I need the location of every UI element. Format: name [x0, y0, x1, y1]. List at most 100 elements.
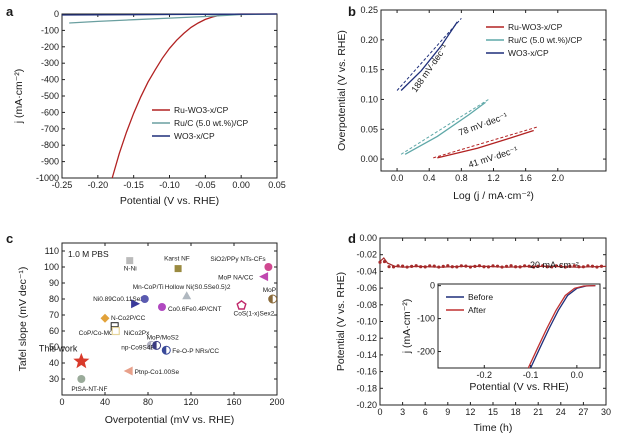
y-tick-label: 40 — [49, 358, 59, 368]
stability-point — [563, 265, 567, 269]
y-tick-label: -300 — [41, 58, 59, 68]
x-tick-label: -0.15 — [123, 180, 144, 190]
y-tick-label: -0.10 — [356, 317, 377, 327]
y-tick-label: 60 — [49, 326, 59, 336]
stability-point — [590, 264, 595, 268]
stability-point — [568, 264, 572, 268]
stability-point — [504, 264, 509, 268]
y-tick-label: 70 — [49, 310, 59, 320]
x-tick-label: 1.2 — [487, 173, 500, 183]
stability-point — [500, 265, 504, 269]
legend-entry: Ru/C (5.0 wt.%)/CP — [508, 35, 582, 45]
data-point — [126, 257, 134, 265]
stability-point — [514, 265, 518, 269]
x-tick-label: 200 — [269, 397, 284, 407]
data-point — [264, 263, 273, 271]
stability-point — [446, 264, 450, 268]
electrolyte-note: 1.0 M PBS — [68, 249, 109, 259]
x-tick-label: 27 — [578, 407, 588, 417]
stability-point — [554, 264, 558, 268]
stability-point — [378, 260, 382, 264]
panel-a-frame — [61, 13, 278, 179]
catalyst-label: Hollow Ni(S0.5Se0.5)2 — [165, 284, 231, 291]
x-tick-label: 30 — [601, 407, 611, 417]
highlight-label: This work — [39, 343, 78, 353]
x-tick-label: 0.0 — [391, 173, 404, 183]
y-tick-label: -800 — [41, 140, 59, 150]
stability-point — [586, 264, 590, 268]
inset-y-tick-label: 0 — [430, 281, 435, 291]
legend-entry: Ru/C (5.0 wt.%)/CP — [174, 118, 248, 128]
y-axis-label: j (mA·cm⁻²) — [13, 69, 25, 125]
stability-point — [577, 265, 581, 269]
panel-label-b: b — [348, 4, 356, 19]
legend-entry: Ru-WO3-x/CP — [508, 22, 563, 32]
y-tick-label: -200 — [41, 42, 59, 52]
x-axis-label: Potential (V vs. RHE) — [120, 195, 219, 207]
x-tick-label: 3 — [400, 407, 405, 417]
x-tick-label: 0.8 — [455, 173, 468, 183]
y-tick-label: -0.18 — [356, 383, 377, 393]
catalyst-label: PtSA-NT-NF — [71, 386, 107, 393]
catalyst-label: N-Ni — [124, 266, 137, 273]
catalyst-label: Mn-CoP/Ti — [133, 284, 164, 291]
series-line-2 — [400, 21, 458, 91]
stability-point — [455, 265, 459, 269]
panel-c-frame — [61, 242, 278, 396]
stability-point — [450, 265, 454, 269]
y-tick-label: 0.10 — [360, 94, 378, 104]
data-point — [147, 341, 152, 350]
inset-y-tick-label: -100 — [417, 314, 435, 324]
stability-point — [532, 265, 536, 269]
stability-point — [391, 265, 396, 269]
stability-point — [473, 264, 477, 268]
data-point — [162, 346, 167, 355]
x-tick-label: 9 — [445, 407, 450, 417]
stability-point — [486, 265, 491, 269]
y-tick-label: 30 — [49, 374, 59, 384]
stability-point — [468, 265, 472, 269]
stability-point — [432, 264, 436, 268]
y-tick-label: -0.06 — [356, 283, 377, 293]
inset-frame — [437, 283, 601, 369]
y-tick-label: 0.00 — [360, 154, 378, 164]
y-axis-label: Potential (V vs. RHE) — [335, 272, 347, 371]
data-point — [73, 352, 90, 369]
stability-point — [459, 264, 463, 268]
inset-x-tick-label: -0.2 — [477, 370, 493, 380]
data-point — [140, 295, 149, 303]
y-tick-label: -0.16 — [356, 367, 377, 377]
stability-point — [441, 264, 445, 268]
stability-point — [437, 265, 441, 269]
stability-point — [419, 265, 423, 269]
stability-point — [414, 264, 418, 268]
x-axis-label: Time (h) — [474, 422, 513, 434]
inset-x-tick-label: -0.1 — [523, 370, 539, 380]
inset-line-1 — [527, 284, 596, 369]
data-point — [236, 300, 247, 310]
legend-entry: WO3-x/CP — [508, 48, 549, 58]
catalyst-label: np-Co9S4P4 — [121, 344, 159, 351]
y-tick-label: -100 — [41, 25, 59, 35]
inset-y-axis-label: j (mA·cm⁻²) — [401, 299, 413, 355]
stability-point — [396, 264, 400, 268]
data-point — [131, 299, 141, 309]
stability-point — [387, 265, 391, 269]
x-tick-label: 15 — [488, 407, 498, 417]
catalyst-label: Ptnp-Co1.00Se — [135, 369, 180, 376]
x-tick-label: 80 — [143, 397, 153, 407]
stability-point — [495, 264, 500, 268]
y-tick-label: 90 — [49, 278, 59, 288]
catalyst-label: CoS(1-x)Sex2 — [234, 310, 275, 317]
legend-entry: Ru-WO3-x/CP — [174, 105, 229, 115]
x-tick-label: 18 — [511, 407, 521, 417]
inset-x-tick-label: 0.0 — [571, 370, 584, 380]
x-tick-label: 40 — [100, 397, 110, 407]
y-tick-label: -600 — [41, 107, 59, 117]
inset-x-axis-label: Potential (V vs. RHE) — [469, 381, 568, 393]
stability-point — [527, 264, 531, 268]
y-tick-label: -0.12 — [356, 333, 377, 343]
x-tick-label: 120 — [183, 397, 198, 407]
data-point — [100, 313, 110, 323]
catalyst-label: SiO2/PPy NTs-CFs — [210, 256, 266, 263]
